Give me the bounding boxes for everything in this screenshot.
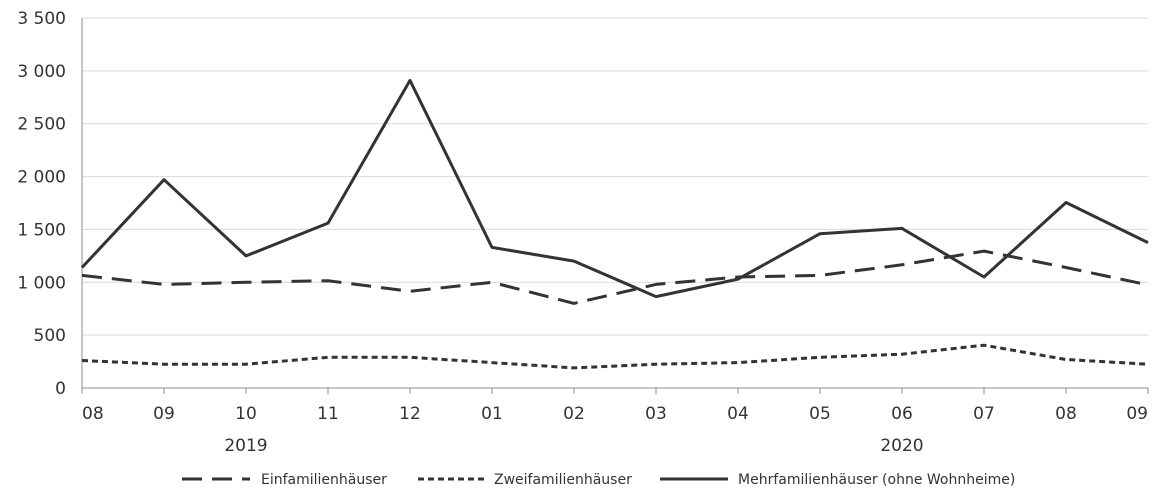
y-tick-label: 1 500 xyxy=(17,220,66,240)
x-tick-label: 10 xyxy=(235,404,257,424)
x-tick-label: 02 xyxy=(563,404,585,424)
x-tick-label: 09 xyxy=(1126,404,1148,424)
series-lines xyxy=(80,78,1149,370)
x-tick-label: 12 xyxy=(399,404,421,424)
y-tick-label: 2 000 xyxy=(17,168,66,188)
y-tick-label: 3 500 xyxy=(17,9,66,29)
gridlines xyxy=(82,17,1148,336)
y-tick-label: 1 000 xyxy=(17,273,66,293)
year-label: 2020 xyxy=(880,436,923,456)
x-tick-label: 06 xyxy=(891,404,913,424)
year-labels: 2019 2020 xyxy=(224,436,923,456)
legend: Einfamilienhäuser Zweifamilienhäuser Mehrf… xyxy=(182,472,1015,488)
year-label: 2019 xyxy=(224,436,267,456)
series-line-2 xyxy=(81,343,1149,370)
x-tick-label: 08 xyxy=(1055,404,1077,424)
series-line-3 xyxy=(80,78,1149,299)
y-tick-label: 500 xyxy=(34,326,66,346)
y-axis-ticks: 0 500 1 000 1 500 2 000 2 500 3 000 3 500 xyxy=(17,9,66,399)
x-tick-label: 03 xyxy=(645,404,667,424)
legend-label-2: Zweifamilienhäuser xyxy=(494,472,632,488)
x-tick-label: 08 xyxy=(82,404,104,424)
x-tick-label: 05 xyxy=(809,404,831,424)
x-tick-label: 07 xyxy=(973,404,995,424)
x-tick-label: 11 xyxy=(317,404,339,424)
y-tick-label: 3 000 xyxy=(17,62,66,82)
x-tick-label: 04 xyxy=(727,404,749,424)
y-tick-label: 0 xyxy=(55,379,66,399)
x-axis: 08 09 10 11 12 01 02 03 04 05 06 07 08 09 xyxy=(81,18,1149,424)
legend-label-1: Einfamilienhäuser xyxy=(261,472,387,488)
legend-label-3: Mehrfamilienhäuser (ohne Wohnheime) xyxy=(738,472,1015,488)
x-tick-label: 09 xyxy=(153,404,175,424)
x-tick-label: 01 xyxy=(481,404,503,424)
y-tick-label: 2 500 xyxy=(17,115,66,135)
